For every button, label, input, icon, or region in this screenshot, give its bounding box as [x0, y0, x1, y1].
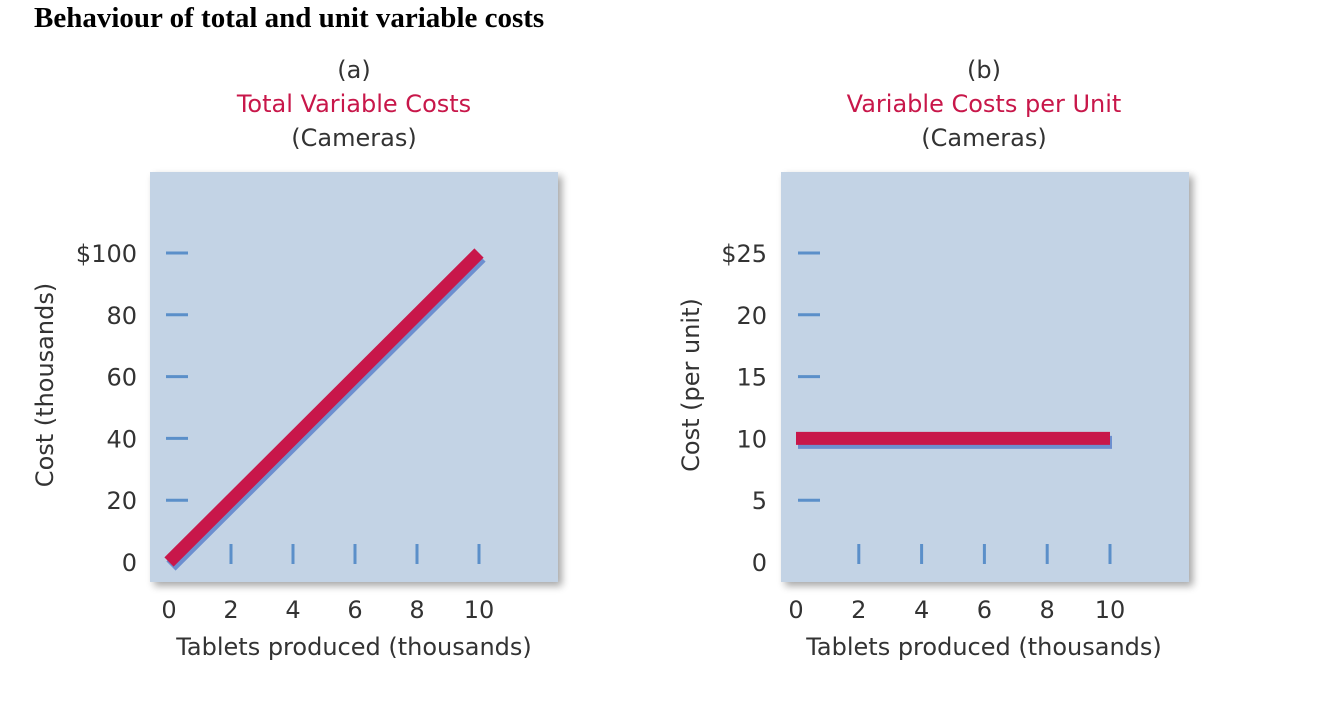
- y-tick-label: 60: [106, 364, 137, 392]
- x-tick-label: 8: [1040, 596, 1055, 624]
- y-tick-label: 20: [106, 487, 137, 515]
- x-tick-label: 2: [223, 596, 238, 624]
- y-axis-label: Cost (per unit): [677, 298, 705, 472]
- y-tick-label: 20: [736, 302, 767, 330]
- y-axis-label: Cost (thousands): [31, 283, 59, 487]
- chart-letter: (a): [337, 56, 370, 84]
- x-tick-label: 2: [851, 596, 866, 624]
- y-tick-label: $25: [721, 240, 767, 268]
- x-tick-label: 8: [409, 596, 424, 624]
- x-axis-label: Tablets produced (thousands): [805, 633, 1162, 661]
- y-tick-label: 15: [736, 364, 767, 392]
- x-tick-label: 4: [285, 596, 300, 624]
- y-tick-label: 5: [752, 487, 767, 515]
- x-tick-label: 10: [464, 596, 495, 624]
- chart-title: Variable Costs per Unit: [847, 90, 1122, 118]
- plot-area: [781, 172, 1189, 582]
- chart-subtitle: (Cameras): [291, 124, 416, 152]
- chart-b: (b) Variable Costs per Unit (Cameras) 0 5 10 1…: [677, 56, 1189, 661]
- chart-title: Total Variable Costs: [236, 90, 471, 118]
- x-tick-label: 0: [788, 596, 803, 624]
- x-tick-label: 0: [161, 596, 176, 624]
- y-tick-label: 40: [106, 425, 137, 453]
- x-tick-label: 6: [347, 596, 362, 624]
- series-line: [164, 248, 484, 567]
- x-tick-label: 10: [1095, 596, 1126, 624]
- y-tick-label: 10: [736, 425, 767, 453]
- y-tick-label: 0: [752, 549, 767, 577]
- y-tick-label: $100: [76, 240, 137, 268]
- y-tick-label: 80: [106, 302, 137, 330]
- chart-a: (a)Total Variable Costs(Cameras)02040608…: [31, 56, 558, 661]
- x-axis-label: Tablets produced (thousands): [175, 633, 532, 661]
- page-title: Behaviour of total and unit variable cos…: [34, 2, 545, 34]
- chart-letter: (b): [967, 56, 1001, 84]
- chart-subtitle: (Cameras): [921, 124, 1046, 152]
- x-tick-label: 6: [977, 596, 992, 624]
- y-tick-label: 0: [122, 549, 137, 577]
- x-tick-label: 4: [914, 596, 929, 624]
- charts-root: (a)Total Variable Costs(Cameras)02040608…: [31, 56, 1189, 661]
